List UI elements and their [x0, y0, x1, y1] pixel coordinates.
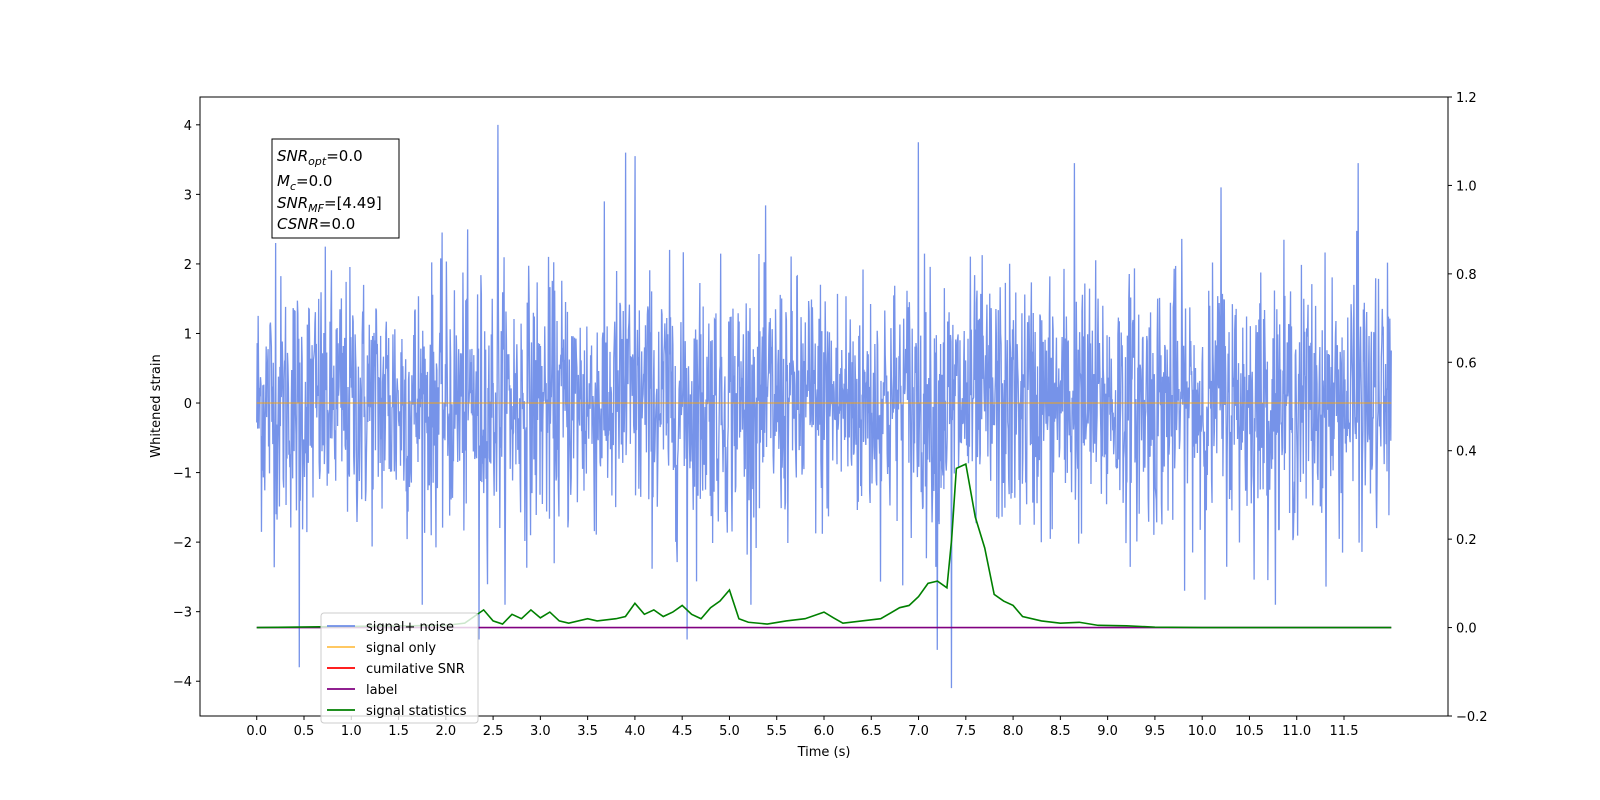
y-axis-label: Whitened strain	[149, 354, 164, 457]
series-signal-statistics	[256, 462, 1392, 629]
x-tick-label: 10.5	[1235, 724, 1264, 739]
y2-tick-label: 0.8	[1456, 268, 1477, 283]
legend: signal+ noise signal only cumilative SNR la…	[320, 612, 479, 724]
x-tick-label: 10.0	[1188, 724, 1217, 739]
annotation-snr-mf: SNRMF=[4.49]	[277, 194, 382, 215]
annotation-box: SNRopt=0.0 Mc=0.0 SNRMF=[4.49] CSNR=0.0	[271, 138, 400, 239]
x-tick-label: 6.5	[861, 724, 882, 739]
y-tick-label: 3	[184, 188, 192, 203]
y2-axis-ticks: 1.2 1.0 0.8 0.6 0.4 0.2 0.0 −0.2	[1448, 91, 1488, 725]
y-tick-label: −4	[173, 675, 192, 690]
legend-label: signal statistics	[366, 704, 467, 719]
x-tick-label: 3.0	[530, 724, 551, 739]
x-tick-label: 11.5	[1330, 724, 1359, 739]
x-tick-label: 1.5	[388, 724, 409, 739]
y2-tick-label: 1.0	[1456, 179, 1477, 194]
plot-area	[256, 124, 1392, 689]
y-tick-label: −1	[173, 467, 192, 482]
x-tick-label: 0.0	[246, 724, 267, 739]
y2-tick-label: −0.2	[1456, 710, 1488, 725]
x-tick-label: 8.5	[1050, 724, 1071, 739]
x-tick-label: 1.0	[341, 724, 362, 739]
x-axis-ticks: 0.0 0.5 1.0 1.5 2.0 2.5 3.0 3.5 4.0 4.5 5.0 5.5 6.0 6…	[246, 716, 1358, 739]
y-tick-label: 1	[184, 327, 192, 342]
y2-tick-label: 0.2	[1456, 533, 1477, 548]
x-tick-label: 7.5	[955, 724, 976, 739]
legend-label: cumilative SNR	[366, 662, 465, 677]
y-tick-label: 4	[184, 119, 192, 134]
annotation-csnr: CSNR=0.0	[277, 215, 355, 233]
annotation-snr-opt: SNRopt=0.0	[277, 147, 363, 168]
x-tick-label: 7.0	[908, 724, 929, 739]
annotation-mc: Mc=0.0	[277, 172, 332, 193]
legend-label: label	[366, 683, 397, 698]
x-tick-label: 5.0	[719, 724, 740, 739]
x-tick-label: 5.5	[766, 724, 787, 739]
legend-box	[320, 612, 479, 724]
series-layer	[256, 124, 1392, 689]
y-tick-label: −2	[173, 536, 192, 551]
series-signal-noise	[256, 124, 1392, 689]
x-tick-label: 0.5	[294, 724, 315, 739]
y-tick-label: −3	[173, 606, 192, 621]
x-tick-label: 6.0	[814, 724, 835, 739]
y-tick-label: 0	[184, 397, 192, 412]
x-tick-label: 2.0	[435, 724, 456, 739]
y2-tick-label: 0.6	[1456, 356, 1477, 371]
x-tick-label: 4.0	[625, 724, 646, 739]
x-tick-label: 9.0	[1097, 724, 1118, 739]
x-axis-label: Time (s)	[797, 745, 851, 760]
x-tick-label: 11.0	[1282, 724, 1311, 739]
x-tick-label: 3.5	[577, 724, 598, 739]
y2-tick-label: 1.2	[1456, 91, 1477, 106]
x-tick-label: 2.5	[483, 724, 504, 739]
legend-label: signal+ noise	[366, 620, 454, 635]
y-tick-label: 2	[184, 258, 192, 273]
legend-label: signal only	[366, 641, 436, 656]
x-tick-label: 8.0	[1003, 724, 1024, 739]
y2-tick-label: 0.4	[1456, 445, 1477, 460]
x-tick-label: 4.5	[672, 724, 693, 739]
y-axis-ticks: 4 3 2 1 0 −1 −2 −3 −4	[173, 119, 200, 690]
x-tick-label: 9.5	[1145, 724, 1166, 739]
y2-tick-label: 0.0	[1456, 622, 1477, 637]
